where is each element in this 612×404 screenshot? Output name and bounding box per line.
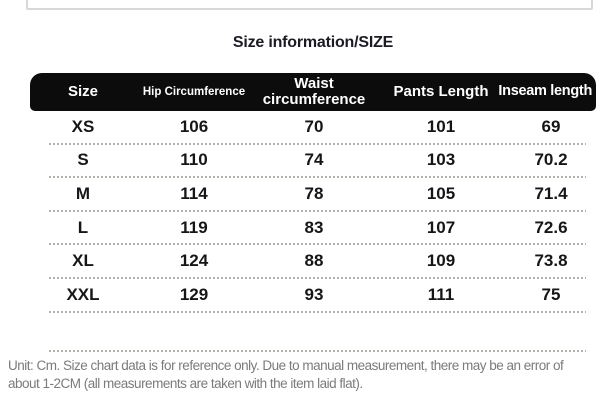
row-divider [49, 176, 586, 179]
size-cell: S [77, 150, 89, 170]
row-divider [49, 209, 586, 212]
table-cell: 74 [304, 150, 324, 170]
table-cell: 72.6 [534, 217, 568, 237]
row-divider [49, 243, 586, 246]
table-cell: 70.2 [534, 150, 568, 170]
table-row: M 114 78 105 71.4 [30, 178, 596, 210]
table-row: S 110 74 103 70.2 [30, 145, 596, 177]
table-cell: 71.4 [534, 183, 568, 203]
table-cell: 88 [304, 251, 324, 271]
empty-row [30, 313, 596, 350]
size-table: Size Hip Circumference Waist circumference… [30, 73, 596, 352]
table-cell: 78 [304, 183, 324, 203]
footer-note-line-2: about 1-2CM (all measurements are taken … [8, 375, 363, 391]
table-cell: 109 [426, 251, 456, 271]
table-cell: 105 [426, 183, 456, 203]
table-cell: 70 [304, 116, 324, 136]
table-body: XS 106 70 101 69 S 110 74 103 70.2 M 114 78 105 71.4 L 1… [30, 111, 596, 313]
table-cell: 129 [179, 284, 209, 304]
table-row: XS 106 70 101 69 [30, 111, 596, 143]
table-cell: 101 [426, 116, 456, 136]
size-cell: XL [72, 251, 94, 271]
footer-note-line-1: Unit: Cm. Size chart data is for referen… [8, 358, 564, 373]
table-row: L 119 83 107 72.6 [30, 212, 596, 244]
row-divider [49, 310, 586, 313]
table-cell: 119 [180, 217, 208, 237]
row-divider [49, 142, 586, 145]
table-header-row: Size Hip Circumference Waist circumference… [30, 73, 596, 111]
table-row: XL 124 88 109 73.8 [30, 245, 596, 277]
table-cell: 114 [180, 183, 208, 203]
footer-note: Unit: Cm. Size chart data is for referen… [8, 357, 610, 392]
column-header: Inseam length [498, 83, 592, 100]
previous-content-box [26, 0, 593, 10]
size-cell: XS [71, 116, 95, 136]
column-header: Waist circumference [262, 74, 366, 108]
size-cell: M [75, 183, 91, 203]
page-title: Size information/SIZE [232, 34, 394, 51]
table-row: XXL 129 93 111 75 [30, 279, 596, 311]
table-cell: 69 [541, 116, 561, 136]
column-header: Hip Circumference [142, 85, 246, 98]
table-cell: 110 [180, 150, 208, 170]
table-cell: 106 [179, 116, 209, 136]
table-cell: 93 [304, 284, 324, 304]
row-divider [49, 276, 586, 279]
table-bottom-divider [49, 349, 586, 352]
size-cell: L [77, 217, 89, 237]
table-cell: 73.8 [534, 251, 568, 271]
table-cell: 124 [179, 251, 209, 271]
column-header: Size [67, 82, 98, 100]
table-cell: 107 [426, 217, 456, 237]
table-cell: 111 [427, 284, 455, 304]
table-cell: 103 [426, 150, 456, 170]
table-cell: 75 [541, 284, 561, 304]
table-cell: 83 [304, 217, 324, 237]
column-header: Pants Length [393, 82, 489, 100]
size-cell: XXL [66, 284, 100, 304]
